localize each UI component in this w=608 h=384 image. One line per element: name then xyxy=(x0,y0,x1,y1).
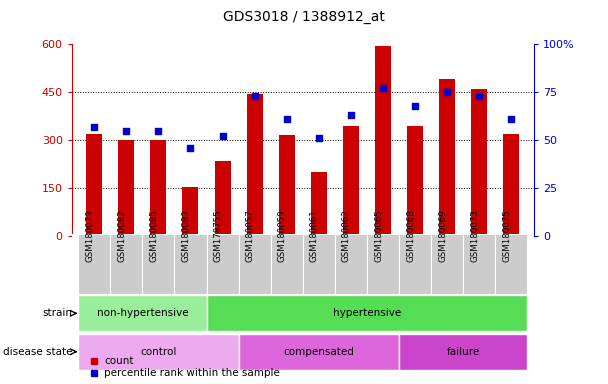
Bar xyxy=(375,46,391,236)
Bar xyxy=(174,234,207,294)
Bar xyxy=(110,234,142,294)
Bar xyxy=(431,234,463,294)
Legend: count, percentile rank within the sample: count, percentile rank within the sample xyxy=(85,352,284,382)
Bar xyxy=(215,161,230,236)
Bar xyxy=(207,295,527,331)
Point xyxy=(442,89,452,95)
Bar xyxy=(399,234,431,294)
Bar xyxy=(311,172,327,236)
Point xyxy=(153,127,163,134)
Text: GSM180079: GSM180079 xyxy=(85,210,94,262)
Text: GSM180059: GSM180059 xyxy=(278,210,287,262)
Bar xyxy=(207,234,238,294)
Bar xyxy=(407,126,423,236)
Bar xyxy=(78,234,110,294)
Text: disease state: disease state xyxy=(2,347,72,357)
Text: GSM180061: GSM180061 xyxy=(310,210,319,262)
Text: failure: failure xyxy=(447,347,480,357)
Bar xyxy=(335,234,367,294)
Bar xyxy=(439,79,455,236)
Point xyxy=(378,85,388,91)
Bar xyxy=(182,187,198,236)
Bar xyxy=(278,135,295,236)
Bar xyxy=(496,234,527,294)
Bar xyxy=(503,134,519,236)
Bar xyxy=(367,234,399,294)
Text: GSM180062: GSM180062 xyxy=(342,210,351,262)
Point xyxy=(346,112,356,118)
Point xyxy=(122,127,131,134)
Text: hypertensive: hypertensive xyxy=(333,308,401,318)
Bar xyxy=(271,234,303,294)
Bar xyxy=(119,140,134,236)
Point xyxy=(89,124,99,130)
Bar xyxy=(86,134,102,236)
Point xyxy=(250,93,260,99)
Bar xyxy=(78,295,207,331)
Text: GSM180069: GSM180069 xyxy=(438,210,447,262)
Bar xyxy=(78,334,238,370)
Text: strain: strain xyxy=(42,308,72,318)
Point xyxy=(506,116,516,122)
Point xyxy=(218,133,227,139)
Text: GSM180073: GSM180073 xyxy=(470,210,479,262)
Text: control: control xyxy=(140,347,176,357)
Text: GSM180068: GSM180068 xyxy=(406,210,415,262)
Bar xyxy=(142,234,174,294)
Point xyxy=(474,93,484,99)
Bar xyxy=(238,334,399,370)
Bar xyxy=(303,234,335,294)
Text: GSM178755: GSM178755 xyxy=(213,210,223,262)
Bar xyxy=(471,89,487,236)
Point xyxy=(282,116,292,122)
Text: GSM180085: GSM180085 xyxy=(150,210,158,262)
Bar xyxy=(463,234,496,294)
Text: GSM180089: GSM180089 xyxy=(181,210,190,262)
Bar xyxy=(150,140,167,236)
Bar xyxy=(399,334,527,370)
Text: GSM180057: GSM180057 xyxy=(246,210,255,262)
Text: GSM180082: GSM180082 xyxy=(117,210,126,262)
Bar xyxy=(343,126,359,236)
Bar xyxy=(238,234,271,294)
Point xyxy=(314,135,323,141)
Point xyxy=(185,145,195,151)
Text: compensated: compensated xyxy=(283,347,354,357)
Text: non-hypertensive: non-hypertensive xyxy=(97,308,188,318)
Text: GSM180075: GSM180075 xyxy=(502,210,511,262)
Point xyxy=(410,103,420,109)
Text: GDS3018 / 1388912_at: GDS3018 / 1388912_at xyxy=(223,10,385,23)
Text: GSM180065: GSM180065 xyxy=(374,210,383,262)
Bar xyxy=(247,94,263,236)
